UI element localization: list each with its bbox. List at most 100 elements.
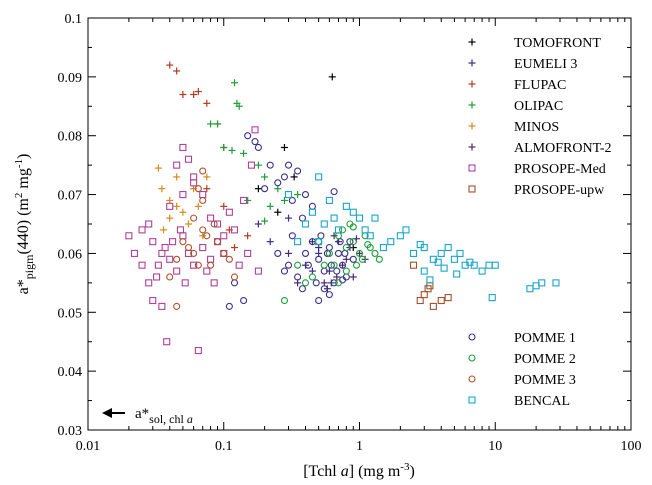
legend: TOMOFRONT EUMELI 3 FLUPAC OLIPAC MINOS ALMOFR… <box>468 36 612 409</box>
point-eumeli-3 <box>266 238 274 246</box>
point-pomme-3 <box>184 243 193 252</box>
point-olipac <box>220 143 228 151</box>
point-pomme-1 <box>288 232 296 240</box>
point-pomme-1 <box>338 261 347 269</box>
point-pomme-2 <box>375 255 383 263</box>
point-pomme-1 <box>244 132 252 140</box>
point-bencal <box>330 214 338 222</box>
legend-marker-pomme-1 <box>468 333 476 341</box>
y-axis-label: a*pigm(440) (m2 mg-1) <box>13 154 36 295</box>
point-pomme-1 <box>334 249 343 257</box>
point-pomme-2 <box>280 296 289 305</box>
point-pomme-1 <box>330 279 338 287</box>
point-olipac <box>240 149 248 157</box>
legend-item-pomme-2: POMME 2 <box>468 352 576 367</box>
point-pomme-1 <box>298 285 307 293</box>
point-prosope-med <box>199 191 207 199</box>
legend-marker-prosope-upw <box>468 185 476 193</box>
point-prosope-med <box>161 243 169 252</box>
point-pomme-2 <box>338 226 347 234</box>
point-pomme-3 <box>173 302 181 310</box>
point-olipac <box>261 173 269 181</box>
point-pomme-2 <box>325 249 333 257</box>
point-prosope-med <box>169 238 177 246</box>
legend-label: POMME 2 <box>514 352 576 367</box>
point-minos <box>173 173 181 181</box>
legend-label: MINOS <box>514 120 559 135</box>
point-bencal <box>342 202 350 210</box>
point-prosope-upw <box>444 294 452 302</box>
point-minos <box>203 173 211 181</box>
point-minos <box>185 220 193 228</box>
point-pomme-1 <box>320 285 328 293</box>
legend-item-flupac: FLUPAC <box>468 78 566 93</box>
point-bencal <box>325 196 333 205</box>
point-prosope-med <box>244 249 252 257</box>
point-prosope-med <box>220 232 228 240</box>
point-prosope-med <box>163 338 171 346</box>
point-bencal <box>420 267 428 275</box>
point-bencal <box>371 214 379 222</box>
point-prosope-upw <box>416 296 424 305</box>
point-flupac <box>173 67 181 75</box>
point-bencal <box>532 282 540 290</box>
y-tick-label: 0.03 <box>58 424 83 439</box>
point-pomme-2 <box>349 238 357 246</box>
point-olipac <box>230 79 238 87</box>
point-bencal <box>355 214 364 222</box>
point-prosope-med <box>166 202 174 210</box>
legend-label: OLIPAC <box>514 99 563 114</box>
y-tick-label: 0.09 <box>58 71 83 86</box>
x-tick-label: 10 <box>488 439 502 454</box>
point-prosope-med <box>138 226 146 234</box>
point-bencal <box>488 294 496 302</box>
point-almofront-2 <box>320 279 328 287</box>
point-pomme-1 <box>301 249 310 257</box>
point-minos <box>199 232 207 240</box>
point-pomme-3 <box>194 185 202 193</box>
point-minos <box>160 226 168 234</box>
legend-label: BENCAL <box>514 394 570 409</box>
point-pomme-1 <box>308 202 316 210</box>
point-pomme-1 <box>325 243 333 252</box>
point-bencal <box>294 238 302 246</box>
point-pomme-1 <box>346 238 354 246</box>
point-prosope-upw <box>420 291 428 299</box>
point-pomme-1 <box>301 191 310 199</box>
point-pomme-1 <box>315 255 323 263</box>
point-pomme-1 <box>317 232 325 240</box>
point-pomme-1 <box>330 188 338 196</box>
legend-item-tomofront: TOMOFRONT <box>468 36 601 51</box>
point-pomme-3 <box>199 226 207 234</box>
point-bencal <box>466 258 474 266</box>
point-prosope-med <box>251 126 259 134</box>
point-prosope-med <box>184 155 193 163</box>
point-flupac <box>203 185 211 193</box>
point-olipac <box>280 196 288 204</box>
point-olipac <box>244 196 252 204</box>
point-pomme-3 <box>190 214 198 222</box>
point-eumeli-3 <box>308 267 316 275</box>
legend-marker-pomme-2 <box>468 354 476 362</box>
point-pomme-3 <box>207 261 215 269</box>
point-pomme-1 <box>284 161 293 169</box>
point-pomme-2 <box>320 261 328 269</box>
data-points <box>125 61 560 355</box>
point-prosope-med <box>181 279 189 287</box>
point-bencal <box>485 261 493 269</box>
point-pomme-1 <box>225 302 233 310</box>
point-bencal <box>349 208 357 216</box>
point-bencal <box>437 249 445 257</box>
point-flupac <box>166 61 174 69</box>
legend-marker-olipac <box>468 101 476 109</box>
point-pomme-2 <box>342 267 350 275</box>
point-prosope-med <box>179 232 187 240</box>
point-prosope-med <box>158 249 166 257</box>
annotation-arrow-head <box>102 408 112 418</box>
point-prosope-med <box>207 214 215 222</box>
point-minos <box>179 208 187 216</box>
point-prosope-med <box>138 261 146 269</box>
point-pomme-1 <box>304 261 312 269</box>
point-minos <box>190 185 198 193</box>
point-minos <box>194 202 202 210</box>
